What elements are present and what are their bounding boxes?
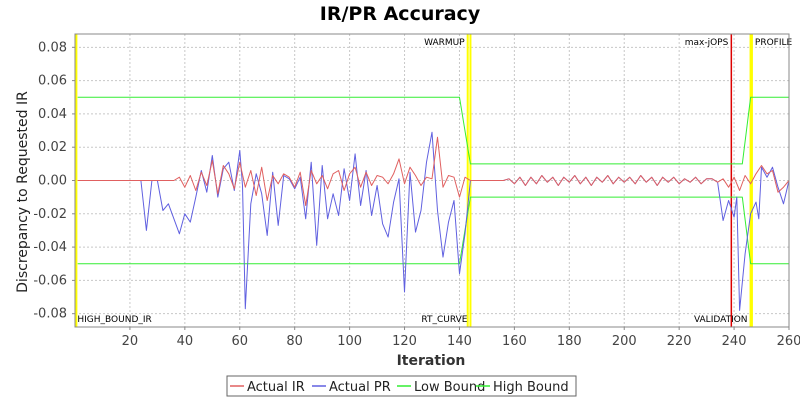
x-tick-label: 20 xyxy=(122,334,139,349)
x-tick-label: 120 xyxy=(392,334,417,349)
x-tick-label: 40 xyxy=(177,334,194,349)
y-tick-label: -0.04 xyxy=(33,240,67,255)
y-tick-label: 0.06 xyxy=(38,74,67,89)
x-axis-label: Iteration xyxy=(397,353,466,369)
x-tick-label: 160 xyxy=(502,334,527,349)
marker-label: PROFILE xyxy=(755,38,793,48)
x-tick-label: 80 xyxy=(286,334,303,349)
legend-label: Low Bound xyxy=(414,380,485,395)
y-tick-label: -0.06 xyxy=(33,273,67,288)
marker-label: VALIDATION xyxy=(694,315,748,325)
marker-label: RT_CURVE xyxy=(421,315,467,325)
x-tick-label: 260 xyxy=(777,334,800,349)
y-tick-label: 0.02 xyxy=(38,140,67,155)
series-line-low-bound xyxy=(77,196,789,265)
plot-border xyxy=(74,33,790,328)
legend-label: Actual PR xyxy=(329,380,391,395)
x-tick-label: 60 xyxy=(231,334,248,349)
series-line-actual-ir xyxy=(77,136,790,206)
y-tick-label: -0.08 xyxy=(33,307,67,322)
x-tick-label: 240 xyxy=(722,334,747,349)
marker-label: HIGH_BOUND_IR xyxy=(77,315,151,325)
x-tick-label: 200 xyxy=(612,334,637,349)
x-tick-label: 140 xyxy=(447,334,472,349)
y-tick-label: 0.04 xyxy=(38,107,67,122)
plot-area: 20 40 60 80 100 120 140 160 180 200 220 240 260 -0.08… xyxy=(33,33,800,349)
marker-label: WARMUP xyxy=(424,38,465,48)
y-tick-label: -0.02 xyxy=(33,207,67,222)
series-line-high-bound xyxy=(77,96,789,165)
x-tick-label: 220 xyxy=(667,334,692,349)
legend: Actual IR Actual PR Low Bound High Bound xyxy=(226,375,577,397)
y-tick-label: 0.00 xyxy=(38,174,67,189)
y-tick-label: 0.08 xyxy=(38,40,67,55)
marker-label: max-jOPS xyxy=(685,38,729,48)
y-axis-label: Discrepancy to Requested IR xyxy=(15,91,31,293)
x-tick-label: 180 xyxy=(557,334,582,349)
legend-label: High Bound xyxy=(493,380,569,395)
chart-title: IR/PR Accuracy xyxy=(320,3,481,25)
legend-label: Actual IR xyxy=(247,380,305,395)
x-tick-label: 100 xyxy=(337,334,362,349)
